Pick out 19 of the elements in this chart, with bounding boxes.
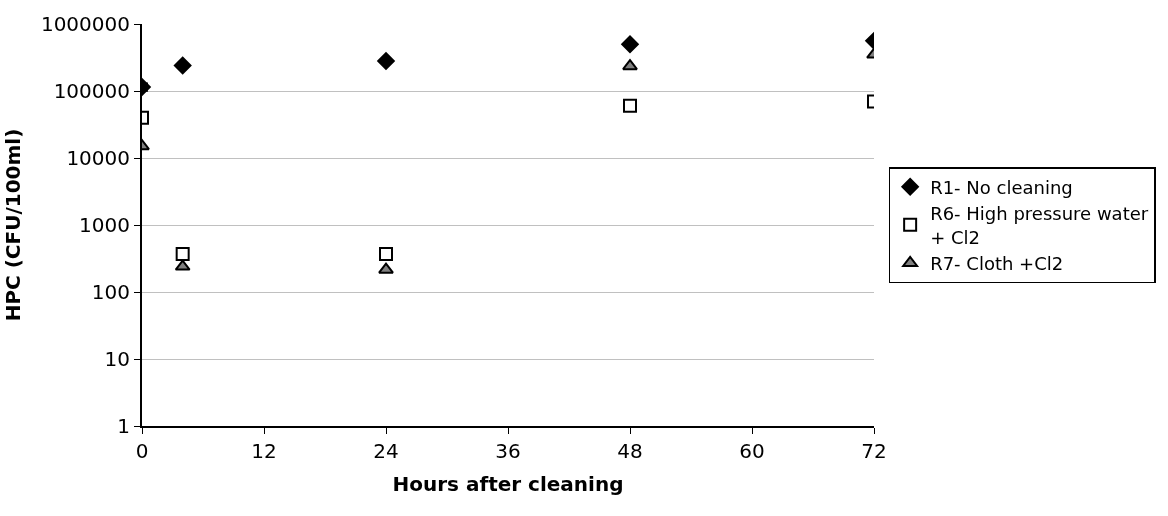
legend-label: R1- No cleaning [930, 176, 1073, 198]
y-tick-label: 10 [104, 347, 130, 371]
x-tick-label: 24 [373, 439, 399, 463]
y-tick-label: 100000 [53, 79, 130, 103]
x-tick-label: 48 [617, 439, 643, 463]
y-tick-label: 10000 [66, 146, 130, 170]
x-tick-label: 36 [495, 439, 521, 463]
x-tick-label: 0 [135, 439, 149, 463]
legend-label: R7- Cloth +Cl2 [930, 252, 1064, 274]
y-tick-label: 100 [91, 280, 130, 304]
y-tick-label: 1000 [79, 213, 130, 237]
x-tick-label: 72 [861, 439, 887, 463]
x-tick-label: 60 [739, 439, 765, 463]
y-axis-title: HPC (CFU/100ml) [0, 128, 25, 322]
x-tick-label: 12 [251, 439, 277, 463]
y-tick-label: 1 [117, 414, 130, 438]
y-tick-label: 1000000 [40, 12, 130, 36]
x-axis-title: Hours after cleaning [392, 472, 624, 496]
legend-label: R6- High pressure water + Cl2 [930, 203, 1149, 248]
